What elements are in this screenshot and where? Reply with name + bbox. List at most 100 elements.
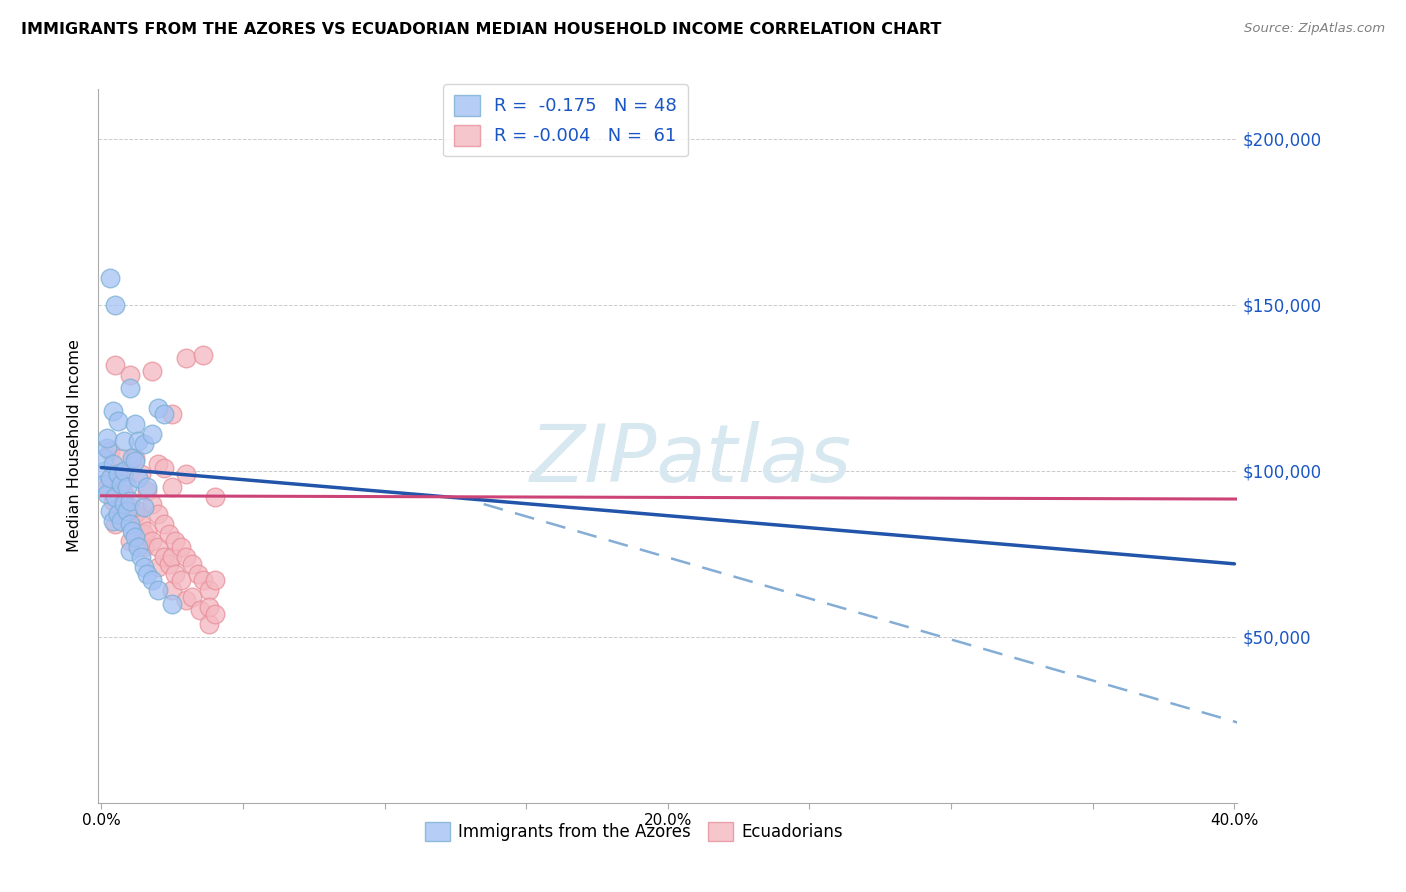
Point: [98, 504, 121, 518]
Point: [112, 434, 135, 448]
Point: [146, 401, 169, 415]
Point: [110, 450, 132, 465]
Point: [118, 381, 141, 395]
Point: [110, 477, 132, 491]
Point: [163, 566, 186, 581]
Point: [107, 467, 129, 482]
Point: [204, 574, 226, 588]
Text: ZIPatlas: ZIPatlas: [530, 421, 852, 500]
Point: [174, 593, 197, 607]
Point: [127, 540, 149, 554]
Point: [157, 527, 180, 541]
Point: [115, 504, 138, 518]
Point: [146, 560, 169, 574]
Point: [132, 500, 155, 515]
Point: [93, 450, 115, 465]
Point: [118, 543, 141, 558]
Text: IMMIGRANTS FROM THE AZORES VS ECUADORIAN MEDIAN HOUSEHOLD INCOME CORRELATION CHA: IMMIGRANTS FROM THE AZORES VS ECUADORIAN…: [21, 22, 942, 37]
Point: [141, 533, 163, 548]
Point: [112, 497, 135, 511]
Point: [160, 597, 183, 611]
Legend: Immigrants from the Azores, Ecuadorians: Immigrants from the Azores, Ecuadorians: [418, 815, 849, 848]
Point: [104, 358, 127, 372]
Point: [169, 540, 191, 554]
Point: [157, 557, 180, 571]
Point: [101, 514, 124, 528]
Point: [124, 454, 146, 468]
Point: [118, 500, 141, 515]
Point: [193, 574, 215, 588]
Point: [118, 516, 141, 531]
Point: [152, 516, 174, 531]
Point: [98, 271, 121, 285]
Point: [101, 467, 124, 482]
Point: [163, 533, 186, 548]
Point: [198, 599, 221, 614]
Point: [124, 417, 146, 432]
Point: [124, 530, 146, 544]
Point: [129, 516, 152, 531]
Point: [141, 427, 163, 442]
Point: [98, 470, 121, 484]
Point: [107, 467, 129, 482]
Point: [187, 566, 209, 581]
Point: [146, 457, 169, 471]
Point: [174, 351, 197, 365]
Point: [96, 441, 118, 455]
Point: [107, 414, 129, 428]
Point: [146, 540, 169, 554]
Point: [110, 514, 132, 528]
Point: [96, 431, 118, 445]
Y-axis label: Median Household Income: Median Household Income: [67, 340, 83, 552]
Point: [112, 464, 135, 478]
Point: [190, 603, 212, 617]
Point: [169, 574, 191, 588]
Point: [107, 507, 129, 521]
Point: [118, 533, 141, 548]
Point: [104, 298, 127, 312]
Point: [101, 457, 124, 471]
Point: [204, 607, 226, 621]
Point: [141, 497, 163, 511]
Text: Source: ZipAtlas.com: Source: ZipAtlas.com: [1244, 22, 1385, 36]
Point: [115, 481, 138, 495]
Point: [152, 408, 174, 422]
Point: [118, 493, 141, 508]
Point: [93, 464, 115, 478]
Point: [146, 583, 169, 598]
Point: [104, 491, 127, 505]
Point: [160, 408, 183, 422]
Point: [104, 516, 127, 531]
Point: [160, 481, 183, 495]
Point: [141, 574, 163, 588]
Point: [152, 460, 174, 475]
Point: [124, 507, 146, 521]
Point: [135, 483, 157, 498]
Point: [152, 550, 174, 565]
Point: [135, 481, 157, 495]
Point: [135, 566, 157, 581]
Point: [132, 527, 155, 541]
Point: [146, 507, 169, 521]
Point: [112, 474, 135, 488]
Point: [160, 583, 183, 598]
Point: [129, 467, 152, 482]
Point: [132, 560, 155, 574]
Point: [193, 348, 215, 362]
Point: [127, 470, 149, 484]
Point: [98, 444, 121, 458]
Point: [93, 477, 115, 491]
Point: [115, 504, 138, 518]
Point: [132, 437, 155, 451]
Point: [124, 450, 146, 465]
Point: [127, 504, 149, 518]
Point: [118, 464, 141, 478]
Point: [135, 524, 157, 538]
Point: [198, 616, 221, 631]
Point: [121, 524, 143, 538]
Point: [180, 590, 202, 604]
Point: [112, 487, 135, 501]
Point: [101, 404, 124, 418]
Point: [160, 550, 183, 565]
Point: [174, 467, 197, 482]
